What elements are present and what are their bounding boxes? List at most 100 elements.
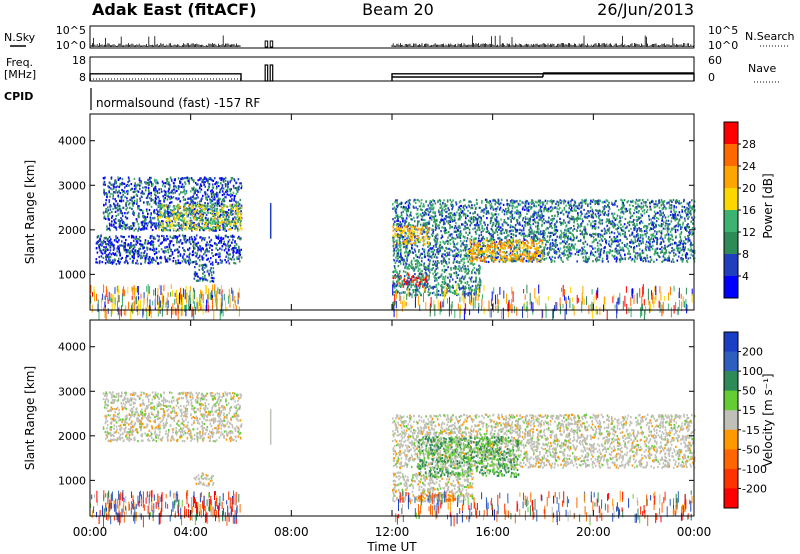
data-cell [160, 226, 163, 229]
data-cell [139, 235, 141, 239]
data-cell [204, 251, 206, 254]
data-cell [194, 211, 196, 214]
data-cell [167, 251, 170, 254]
data-cell [212, 190, 214, 193]
data-cell [196, 189, 199, 192]
data-cell [160, 210, 162, 213]
data-cell [592, 240, 595, 243]
data-cell [573, 224, 575, 228]
data-cell [204, 181, 206, 184]
data-cell [563, 199, 565, 202]
data-cell [662, 211, 664, 214]
data-cell [427, 204, 430, 207]
data-cell [163, 228, 165, 231]
data-cell [109, 249, 112, 252]
data-cell [409, 199, 411, 202]
data-cell [667, 215, 670, 218]
data-cell [116, 202, 119, 205]
data-cell [576, 260, 578, 263]
data-cell [419, 223, 422, 226]
data-cell [202, 277, 204, 280]
data-cell [576, 206, 579, 209]
data-cell [173, 185, 176, 188]
data-cell [228, 220, 230, 223]
data-cell [668, 255, 670, 258]
data-cell [224, 258, 226, 262]
data-cell [464, 204, 466, 207]
data-cell [652, 223, 654, 226]
data-cell [420, 218, 423, 221]
nsky-bar [269, 40, 274, 48]
data-cell [158, 244, 160, 247]
data-cell [107, 253, 110, 256]
data-cell [429, 242, 431, 245]
data-cell [615, 240, 618, 243]
data-cell [148, 262, 151, 265]
data-cell [212, 254, 214, 258]
data-cell [161, 229, 164, 232]
data-cell [509, 224, 512, 227]
data-cell [238, 185, 240, 188]
data-cell [107, 261, 110, 264]
data-cell [238, 211, 240, 214]
data-cell [155, 182, 157, 185]
data-cell [207, 195, 210, 198]
data-cell [164, 214, 166, 217]
data-cell [633, 260, 636, 263]
data-cell [227, 245, 230, 248]
data-cell [231, 203, 234, 206]
data-cell [611, 240, 614, 243]
data-cell [169, 211, 171, 214]
data-cell [222, 237, 225, 240]
data-cell [154, 196, 157, 200]
data-cell [188, 227, 190, 230]
data-cell [485, 212, 488, 215]
data-cell [576, 219, 578, 222]
data-cell [190, 208, 192, 211]
data-cell [392, 218, 394, 221]
data-cell [175, 189, 177, 193]
data-cell [111, 210, 113, 214]
data-cell [98, 245, 100, 248]
data-cell [226, 243, 229, 246]
data-cell [215, 227, 218, 230]
data-cell [594, 250, 597, 254]
data-cell [224, 179, 227, 182]
data-cell [161, 215, 164, 218]
data-cell [652, 225, 655, 228]
data-cell [198, 248, 201, 251]
data-cell [416, 208, 419, 211]
data-cell [193, 180, 195, 183]
data-cell [568, 217, 571, 220]
data-cell [148, 192, 151, 195]
data-cell [598, 253, 600, 256]
data-cell [427, 245, 429, 248]
data-cell [149, 258, 151, 261]
data-cell [645, 210, 648, 214]
data-cell [216, 262, 219, 266]
data-cell [535, 221, 537, 224]
data-cell [163, 189, 166, 192]
data-cell [110, 183, 113, 186]
data-cell [152, 217, 154, 220]
data-cell [502, 260, 504, 263]
data-cell [619, 232, 621, 235]
data-cell [589, 233, 591, 236]
data-cell [164, 182, 167, 185]
data-cell [622, 210, 625, 213]
data-cell [174, 249, 176, 252]
data-cell [210, 238, 213, 242]
data-cell [222, 225, 225, 228]
data-cell [133, 211, 135, 215]
data-cell [165, 228, 168, 231]
data-cell [158, 220, 161, 223]
data-cell [584, 240, 587, 243]
data-cell [203, 278, 205, 281]
data-cell [693, 249, 696, 252]
data-cell [499, 206, 502, 209]
data-cell [687, 210, 689, 213]
data-cell [452, 241, 455, 244]
data-cell [123, 190, 125, 193]
data-cell [688, 233, 691, 236]
data-cell [621, 241, 623, 245]
